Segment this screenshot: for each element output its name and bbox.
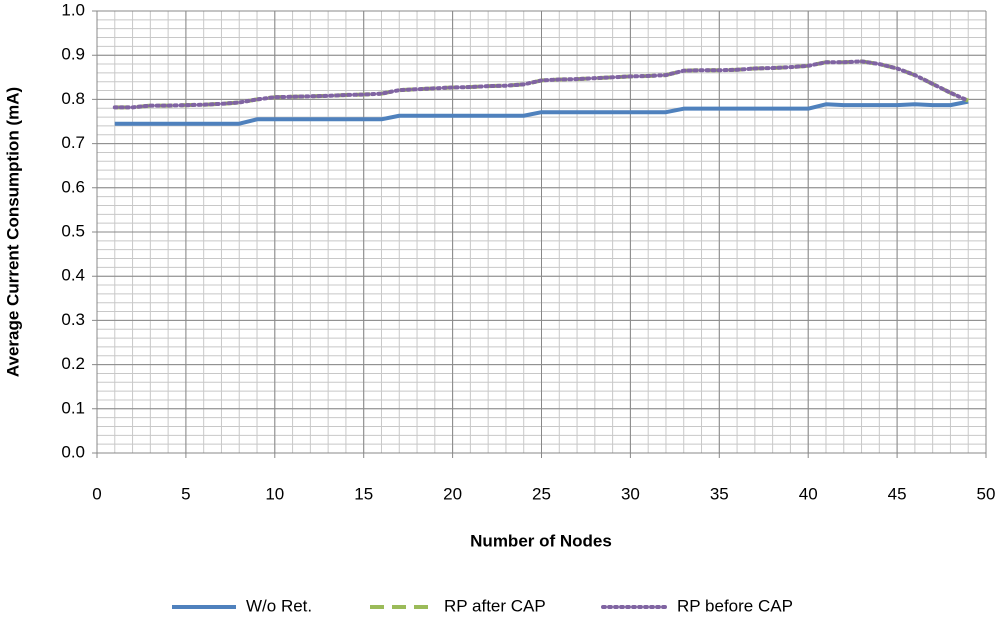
x-tick-label: 0 [92, 484, 101, 503]
y-tick-label: 0.2 [61, 354, 85, 373]
series-line [112, 59, 971, 110]
x-tick-label: 35 [710, 484, 729, 503]
series-line [114, 99, 969, 126]
x-tick-label: 25 [532, 484, 551, 503]
x-tick-label: 50 [977, 484, 996, 503]
legend-label: RP before CAP [677, 596, 793, 615]
y-tick-label: 0.1 [61, 398, 85, 417]
y-axis-title: Average Current Consumption (mA) [3, 87, 22, 377]
y-tick-label: 0.5 [61, 221, 85, 240]
x-tick-label: 45 [888, 484, 907, 503]
x-tick-label: 5 [181, 484, 190, 503]
x-tick-label: 20 [443, 484, 462, 503]
y-tick-label: 0.4 [61, 266, 85, 285]
legend-label: RP after CAP [444, 596, 546, 615]
y-tick-label: 0.8 [61, 89, 85, 108]
y-tick-label: 0.6 [61, 177, 85, 196]
legend-label: W/o Ret. [246, 596, 312, 615]
y-tick-label: 0.7 [61, 133, 85, 152]
x-axis-title: Number of Nodes [470, 531, 612, 550]
y-tick-label: 1.0 [61, 0, 85, 19]
x-tick-label: 15 [354, 484, 373, 503]
x-tick-label: 30 [621, 484, 640, 503]
y-tick-label: 0.9 [61, 45, 85, 64]
y-tick-label: 0.3 [61, 310, 85, 329]
x-tick-label: 10 [265, 484, 284, 503]
x-tick-label: 40 [799, 484, 818, 503]
y-tick-label: 0.0 [61, 442, 85, 461]
